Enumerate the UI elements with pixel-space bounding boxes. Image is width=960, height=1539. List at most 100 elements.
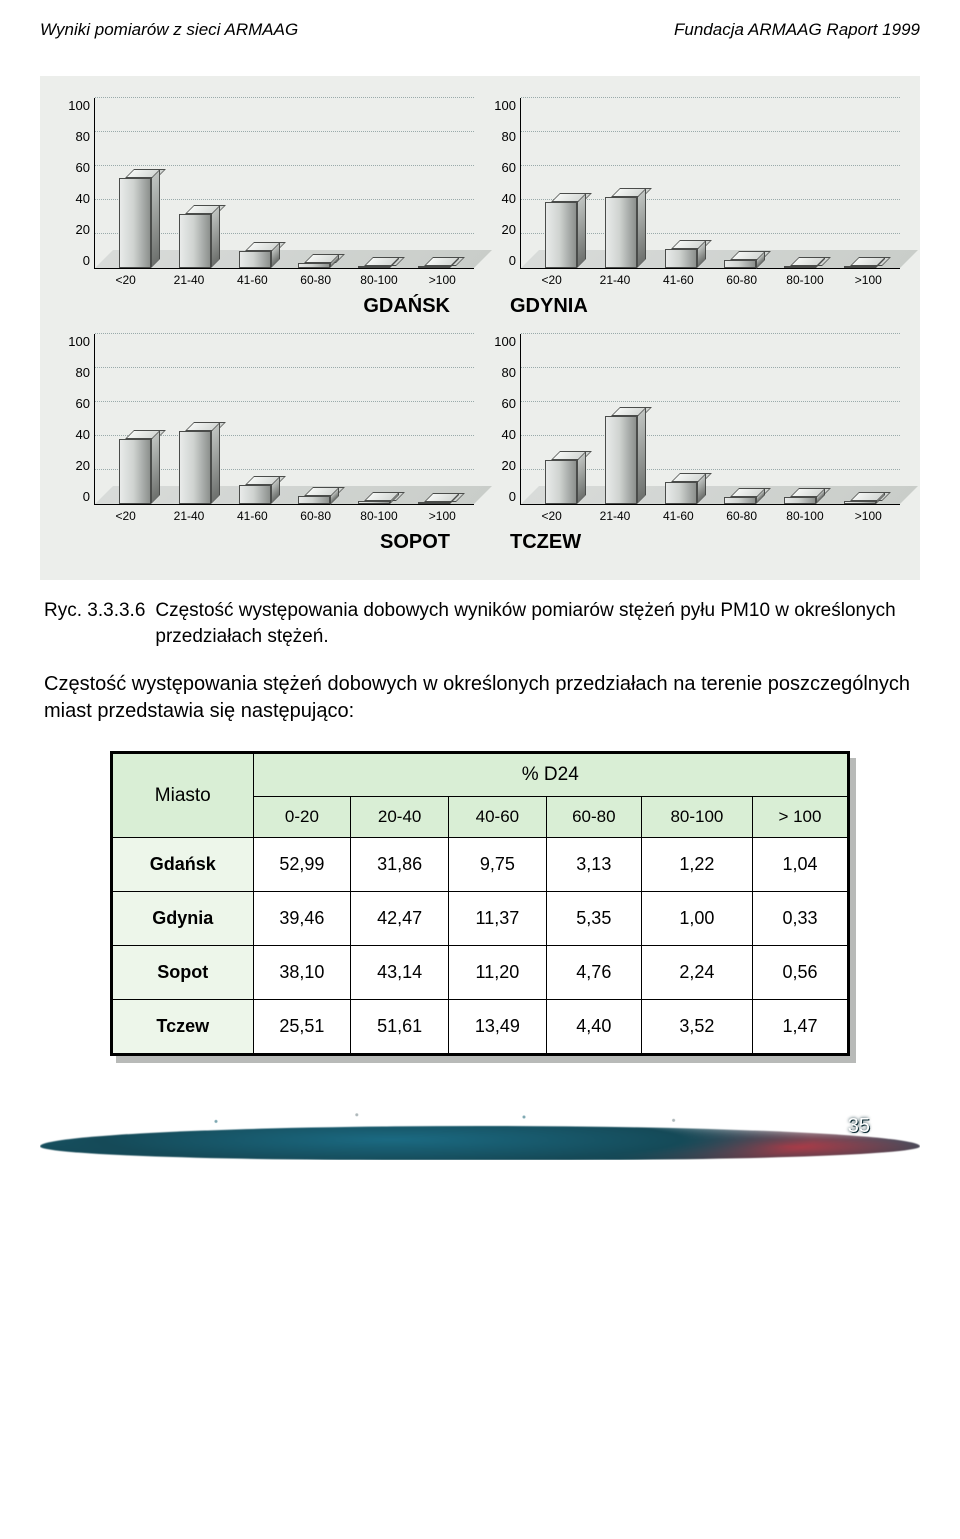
ytick-label: 80	[502, 129, 516, 144]
table-cell: 1,00	[641, 892, 752, 946]
city-label-gdynia: GDYNIA	[480, 287, 906, 330]
table-range-header: 20-40	[351, 797, 449, 838]
ytick-label: 60	[76, 396, 90, 411]
bar	[418, 266, 450, 268]
xtick-label: <20	[94, 269, 157, 287]
xtick-label: 60-80	[284, 505, 347, 523]
xtick-label: <20	[94, 505, 157, 523]
yaxis-gdansk: 100806040200	[60, 98, 94, 268]
table-cell: 25,51	[253, 1000, 351, 1055]
xaxis-sopot: <2021-4041-6060-8080-100>100	[60, 505, 474, 523]
xtick-label: 41-60	[221, 505, 284, 523]
charts-grid: 100806040200 <2021-4041-6060-8080-100>10…	[54, 94, 906, 566]
ytick-label: 20	[76, 222, 90, 237]
table-range-header: > 100	[752, 797, 848, 838]
ytick-label: 0	[509, 253, 516, 268]
bar	[179, 214, 211, 268]
table-rowhead: Gdańsk	[112, 838, 254, 892]
table-cell: 39,46	[253, 892, 351, 946]
ytick-label: 60	[76, 160, 90, 175]
table-row: Gdynia39,4642,4711,375,351,000,33	[112, 892, 849, 946]
ytick-label: 20	[502, 222, 516, 237]
table-cell: 2,24	[641, 946, 752, 1000]
table-row: Sopot38,1043,1411,204,762,240,56	[112, 946, 849, 1000]
table-cell: 1,22	[641, 838, 752, 892]
ytick-label: 80	[502, 365, 516, 380]
plot-gdynia	[520, 98, 900, 269]
xtick-label: 60-80	[710, 505, 773, 523]
bar	[358, 266, 390, 268]
chart-gdynia: 100 80 60 40 20 0 <2021-4041-6060-8080-100>10…	[480, 94, 906, 287]
xtick-label: >100	[411, 269, 474, 287]
table-cell: 11,20	[449, 946, 547, 1000]
bar	[545, 460, 577, 504]
table-rowhead: Gdynia	[112, 892, 254, 946]
header-right: Fundacja ARMAAG Raport 1999	[674, 20, 920, 40]
xtick-label: 80-100	[773, 505, 836, 523]
xaxis-gdynia: <2021-4041-6060-8080-100>100	[486, 269, 900, 287]
ytick-label: 40	[502, 191, 516, 206]
table-cell: 52,99	[253, 838, 351, 892]
table-row: Tczew25,5151,6113,494,403,521,47	[112, 1000, 849, 1055]
xaxis-gdansk: <2021-4041-6060-8080-100>100	[60, 269, 474, 287]
table-rowhead: Tczew	[112, 1000, 254, 1055]
ytick-label: 80	[76, 129, 90, 144]
xtick-label: >100	[837, 269, 900, 287]
table-cell: 9,75	[449, 838, 547, 892]
caption-ref: Ryc. 3.3.3.6	[44, 598, 155, 649]
ytick-label: 80	[76, 365, 90, 380]
footer-spray	[40, 1106, 920, 1128]
table-header-d24: % D24	[253, 753, 848, 797]
footer-ink	[40, 1126, 920, 1160]
ytick-label: 100	[68, 98, 90, 113]
plot-tczew	[520, 334, 900, 505]
table-row: Gdańsk52,9931,869,753,131,221,04	[112, 838, 849, 892]
bar	[298, 496, 330, 505]
yaxis-sopot: 100806040200	[60, 334, 94, 504]
table-range-header: 60-80	[546, 797, 641, 838]
footer-decoration: 35	[40, 1106, 920, 1160]
ytick-label: 100	[494, 98, 516, 113]
table-cell: 13,49	[449, 1000, 547, 1055]
bar	[665, 249, 697, 268]
xtick-label: 21-40	[157, 269, 220, 287]
chart-tczew: 100806040200 <2021-4041-6060-8080-100>10…	[480, 330, 906, 523]
bar	[784, 497, 816, 504]
ytick-label: 60	[502, 160, 516, 175]
ytick-label: 60	[502, 396, 516, 411]
xaxis-tczew: <2021-4041-6060-8080-100>100	[486, 505, 900, 523]
table-cell: 1,47	[752, 1000, 848, 1055]
bar	[119, 178, 151, 268]
yaxis-gdynia: 100 80 60 40 20 0	[486, 98, 520, 268]
page: Wyniki pomiarów z sieci ARMAAG Fundacja …	[0, 0, 960, 1220]
table-rowhead: Sopot	[112, 946, 254, 1000]
xtick-label: 80-100	[347, 269, 410, 287]
ytick-label: 0	[509, 489, 516, 504]
table-cell: 31,86	[351, 838, 449, 892]
table-cell: 0,56	[752, 946, 848, 1000]
plot-gdansk	[94, 98, 474, 269]
bar	[239, 485, 271, 504]
bar	[418, 502, 450, 504]
table-cell: 3,52	[641, 1000, 752, 1055]
xtick-label: >100	[837, 505, 900, 523]
city-label-tczew: TCZEW	[480, 523, 906, 566]
xtick-label: 60-80	[710, 269, 773, 287]
bar	[844, 501, 876, 504]
city-label-gdansk: GDAŃSK	[54, 287, 480, 330]
table-cell: 51,61	[351, 1000, 449, 1055]
page-number: 35	[848, 1115, 870, 1138]
xtick-label: 41-60	[647, 269, 710, 287]
bar	[358, 501, 390, 504]
city-label-sopot: SOPOT	[54, 523, 480, 566]
table-header-miasto: Miasto	[112, 753, 254, 838]
table-range-header: 0-20	[253, 797, 351, 838]
yaxis-tczew: 100806040200	[486, 334, 520, 504]
xtick-label: 21-40	[157, 505, 220, 523]
data-table: Miasto % D24 0-2020-4040-6060-8080-100> …	[110, 751, 850, 1056]
bar	[724, 497, 756, 504]
bar	[784, 266, 816, 268]
ytick-label: 100	[494, 334, 516, 349]
figure-caption: Ryc. 3.3.3.6 Częstość występowania dobow…	[44, 598, 916, 649]
bar	[665, 482, 697, 504]
